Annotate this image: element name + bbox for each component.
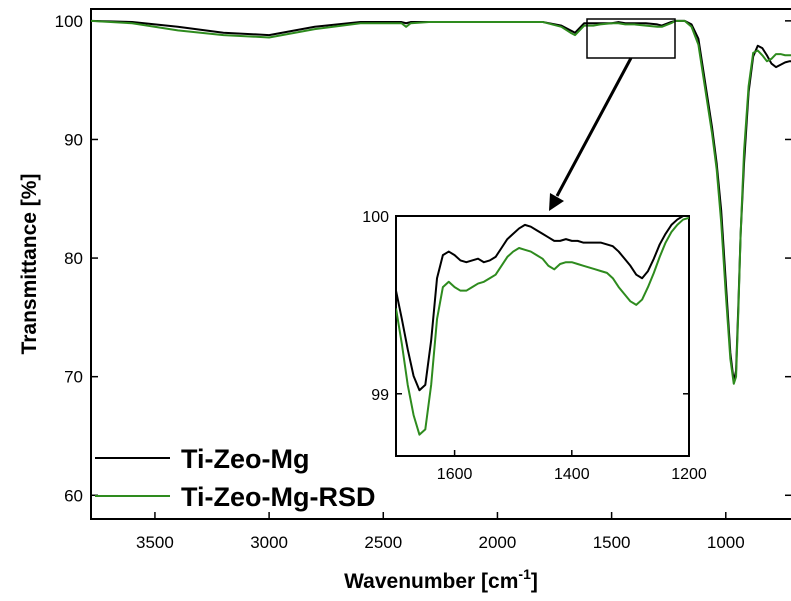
inset-axis-ticks: 1600 1400 1200 99 100 <box>362 209 707 483</box>
x-axis-title-superscript: -1 <box>518 566 531 582</box>
inset-x-tick-label: 1200 <box>671 466 707 483</box>
main-y-tick-label: 100 <box>55 12 83 31</box>
inset-plot-frame <box>395 215 690 457</box>
zoom-arrow-shaft <box>555 57 633 197</box>
main-plot-frame <box>90 8 791 520</box>
legend: Ti-Zeo-Mg Ti-Zeo-Mg-RSD <box>95 444 375 512</box>
main-y-tick-label: 90 <box>64 130 83 149</box>
main-series-lines <box>91 19 791 385</box>
zoom-arrow-head <box>549 193 564 211</box>
main-y-tick-label: 80 <box>64 249 83 268</box>
main-x-tick-label: 1500 <box>593 533 631 552</box>
main-y-tick-label: 60 <box>64 486 83 505</box>
x-axis-title: Wavenumber [cm-1] <box>344 566 538 593</box>
main-axis-ticks: 3500 3000 2500 2000 1500 1000 60 70 80 90 100 <box>55 12 791 552</box>
inset-x-tick-label: 1600 <box>437 466 473 483</box>
inset-y-tick-label: 100 <box>362 209 389 226</box>
legend-label-ti-zeo-mg: Ti-Zeo-Mg <box>181 444 309 474</box>
inset-series-line-ti-zeo-mg <box>396 216 689 392</box>
inset-series-line-ti-zeo-mg-rsd <box>396 216 689 436</box>
main-y-tick-label: 70 <box>64 368 83 387</box>
x-axis-title-close: ] <box>531 570 538 593</box>
main-plot: 3500 3000 2500 2000 1500 1000 60 70 80 90 100 <box>55 8 791 552</box>
main-series-line-ti-zeo-mg-rsd <box>91 19 791 385</box>
inset-series-lines <box>396 216 689 436</box>
main-x-tick-label: 2500 <box>364 533 402 552</box>
zoom-arrow <box>549 57 633 211</box>
main-x-tick-label: 3000 <box>250 533 288 552</box>
y-axis-title: Transmittance [%] <box>18 174 41 355</box>
x-axis-title-main: Wavenumber [cm <box>344 570 518 593</box>
inset-y-tick-label: 99 <box>371 387 389 404</box>
main-x-tick-label: 1000 <box>707 533 745 552</box>
inset-x-tick-label: 1400 <box>554 466 590 483</box>
main-x-tick-label: 3500 <box>136 533 174 552</box>
inset-plot: 1600 1400 1200 99 100 <box>362 209 707 483</box>
main-x-tick-label: 2000 <box>479 533 517 552</box>
legend-label-ti-zeo-mg-rsd: Ti-Zeo-Mg-RSD <box>181 482 375 512</box>
